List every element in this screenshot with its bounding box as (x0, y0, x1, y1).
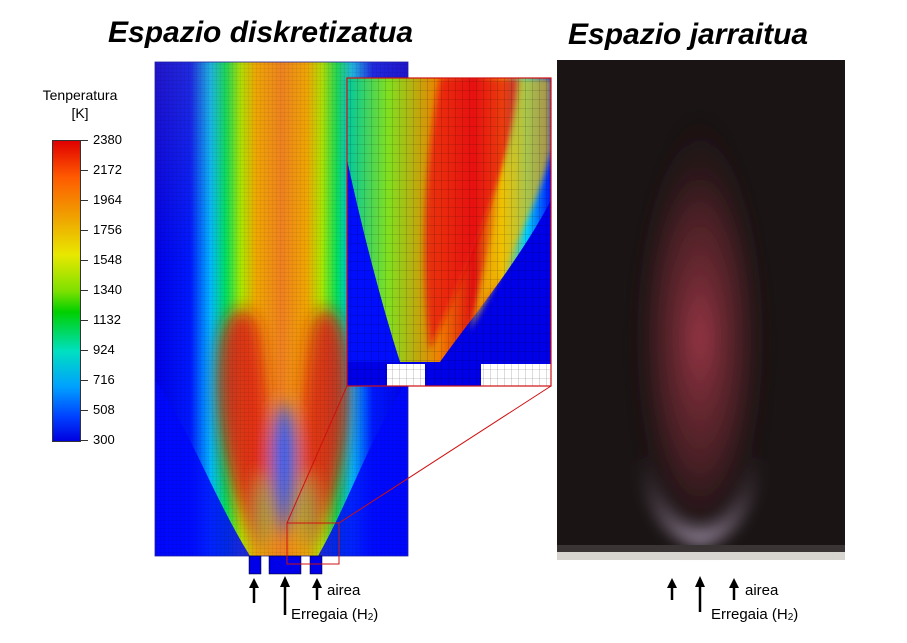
arrow-up-icon (280, 576, 290, 615)
label-fuel-left: Erregaia (H2) (291, 606, 379, 623)
label-fuel-right: Erregaia (H2) (711, 606, 799, 623)
temperature-colorbar (52, 140, 81, 442)
zoom-connector (338, 385, 552, 524)
label-air-right: airea (745, 582, 779, 599)
colorbar-tick (80, 200, 88, 201)
colorbar-tick (80, 410, 88, 411)
colorbar-tick (80, 380, 88, 381)
colorbar-tick-label: 1548 (93, 252, 122, 267)
colorbar-tick (80, 350, 88, 351)
colorbar-tick (80, 260, 88, 261)
colorbar-tick (80, 230, 88, 231)
arrow-up-icon (729, 578, 739, 600)
arrow-up-icon (249, 578, 259, 603)
label-air-left: airea (327, 582, 361, 599)
colorbar-tick-label: 2380 (93, 132, 122, 147)
zoom-connector (286, 385, 348, 524)
title-discretized-space: Espazio diskretizatua (108, 16, 414, 49)
colorbar-tick-label: 300 (93, 432, 115, 447)
zoom-inset (347, 78, 551, 386)
inlet-fuel (268, 555, 302, 575)
colorbar-tick-label: 1756 (93, 222, 122, 237)
colorbar-tick-label: 924 (93, 342, 115, 357)
colorbar-title-line2: [K] (71, 105, 89, 121)
colorbar-tick-label: 1132 (93, 312, 121, 327)
inlet-air-left (248, 555, 262, 575)
colorbar-tick-label: 1964 (93, 192, 122, 207)
arrow-up-icon (312, 578, 322, 600)
colorbar-tick-label: 1340 (93, 282, 122, 297)
title-continuous-space: Espazio jarraitua (568, 18, 809, 51)
colorbar-tick (80, 440, 88, 441)
inlet-air-right (309, 555, 323, 575)
arrow-up-icon (695, 576, 705, 612)
colorbar-tick-label: 716 (93, 372, 115, 387)
colorbar-tick (80, 140, 88, 141)
colorbar-tick (80, 170, 88, 171)
colorbar-title-line1: Tenperatura (42, 87, 118, 103)
arrow-up-icon (667, 578, 677, 600)
colorbar-tick (80, 290, 88, 291)
flame-photo (557, 60, 845, 560)
colorbar-tick (80, 320, 88, 321)
zoom-inset-border (346, 77, 552, 387)
colorbar-tick-label: 508 (93, 402, 115, 417)
zoom-marker (286, 522, 340, 565)
colorbar-tick-label: 2172 (93, 162, 122, 177)
colorbar-title: Tenperatura [K] (30, 86, 130, 122)
